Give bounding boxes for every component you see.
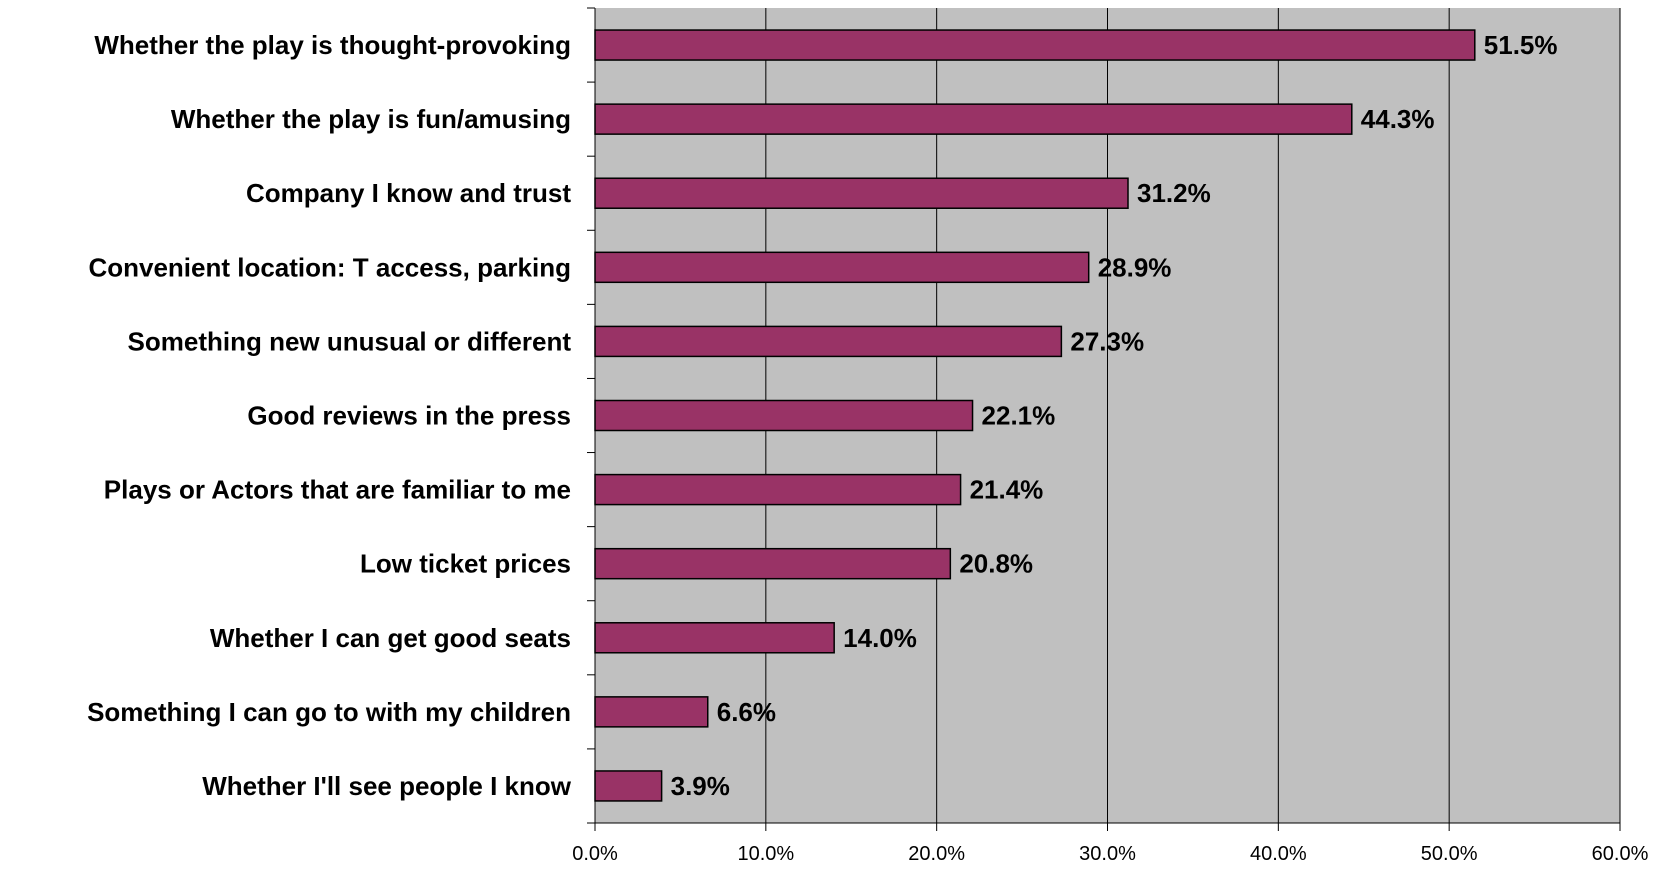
category-label: Company I know and trust bbox=[246, 178, 571, 208]
value-label: 14.0% bbox=[843, 623, 917, 653]
x-tick-label: 10.0% bbox=[737, 843, 794, 865]
x-tick-labels: 0.0% 10.0% 20.0% 30.0% 40.0% 50.0% 60.0% bbox=[572, 843, 1648, 865]
category-label: Whether the play is thought-provoking bbox=[94, 30, 571, 60]
axes bbox=[587, 7, 1621, 831]
bar bbox=[594, 547, 952, 580]
category-label: Whether I can get good seats bbox=[210, 623, 571, 653]
bar bbox=[594, 251, 1090, 284]
bar bbox=[594, 103, 1353, 135]
category-labels: Whether the play is thought-provoking Whe… bbox=[87, 30, 572, 801]
bar bbox=[594, 622, 835, 654]
bar bbox=[594, 770, 663, 802]
bar bbox=[594, 696, 709, 728]
category-label: Whether the play is fun/amusing bbox=[171, 104, 571, 134]
value-label: 22.1% bbox=[982, 401, 1056, 431]
category-label: Something I can go to with my children bbox=[87, 697, 571, 727]
bar bbox=[594, 399, 974, 432]
value-label: 3.9% bbox=[671, 771, 730, 801]
x-tick-label: 30.0% bbox=[1079, 843, 1136, 865]
value-label: 44.3% bbox=[1361, 104, 1435, 134]
value-label: 6.6% bbox=[717, 697, 776, 727]
bar bbox=[594, 177, 1129, 209]
value-label: 31.2% bbox=[1137, 178, 1211, 208]
bar bbox=[594, 29, 1476, 61]
x-tick-label: 40.0% bbox=[1250, 843, 1307, 865]
value-label: 27.3% bbox=[1070, 326, 1144, 356]
value-label: 21.4% bbox=[970, 475, 1044, 505]
category-label: Convenient location: T access, parking bbox=[88, 252, 571, 282]
x-tick-label: 60.0% bbox=[1592, 843, 1649, 865]
category-label: Good reviews in the press bbox=[247, 401, 571, 431]
value-label: 28.9% bbox=[1098, 252, 1172, 282]
x-tick-label: 0.0% bbox=[572, 843, 618, 865]
category-label: Plays or Actors that are familiar to me bbox=[104, 475, 571, 505]
value-label: 20.8% bbox=[959, 549, 1033, 579]
value-label: 51.5% bbox=[1484, 30, 1558, 60]
x-tick-label: 50.0% bbox=[1421, 843, 1478, 865]
bars bbox=[594, 29, 1476, 802]
x-tick-label: 20.0% bbox=[908, 843, 965, 865]
category-label: Something new unusual or different bbox=[128, 326, 572, 356]
bar bbox=[594, 473, 962, 506]
bar bbox=[594, 325, 1063, 358]
category-label: Whether I'll see people I know bbox=[202, 771, 572, 801]
value-labels: 51.5% 44.3% 31.2% 28.9% 27.3% 22.1% 21.4% 20.8%… bbox=[671, 30, 1558, 801]
category-label: Low ticket prices bbox=[360, 549, 571, 579]
